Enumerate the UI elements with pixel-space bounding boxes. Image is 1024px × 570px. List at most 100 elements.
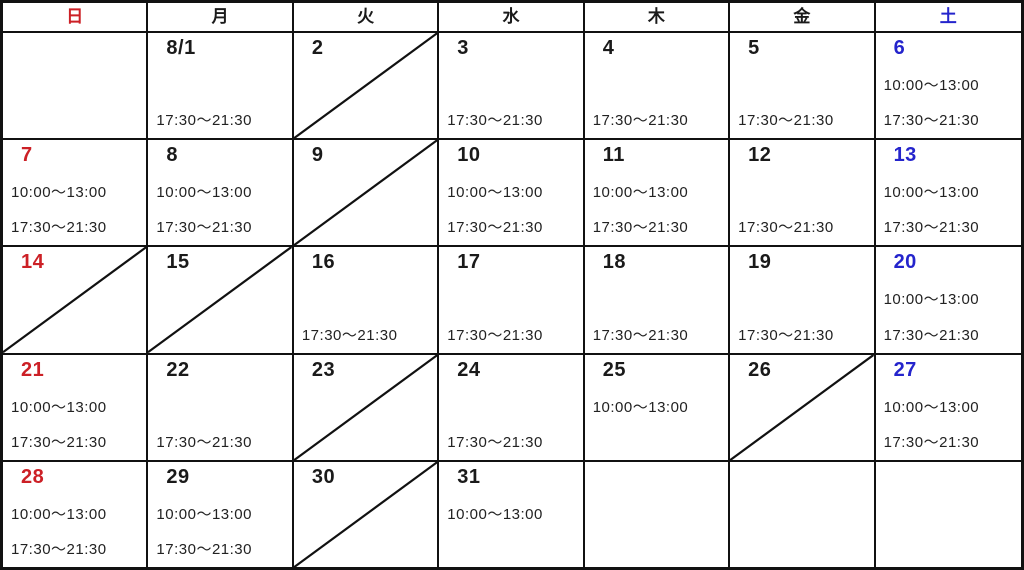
date-number: 11	[602, 144, 625, 167]
evening-hours: 17:30〜21:30	[883, 219, 980, 237]
date-number: 19	[748, 251, 772, 274]
day-cell-3: 3 17:30〜21:30	[439, 33, 585, 139]
morning-hours: 10:00〜13:00	[883, 398, 980, 416]
evening-hours: 17:30〜21:30	[11, 433, 107, 451]
date-number: 12	[748, 144, 772, 167]
day-cell-15: 15	[148, 247, 294, 353]
evening-hours: 17:30〜21:30	[883, 433, 980, 451]
day-cell-6: 6 10:00〜13:00 17:30〜21:30	[875, 33, 1021, 139]
morning-hours: 10:00〜13:00	[883, 184, 980, 202]
closed-diagonal-line	[294, 140, 437, 245]
date-number: 24	[457, 358, 481, 381]
day-cell-25: 25 10:00〜13:00	[584, 354, 731, 460]
closed-diagonal-line	[3, 247, 146, 352]
day-cell-empty	[875, 461, 1021, 568]
date-number: 22	[166, 358, 190, 381]
week-row-4: 21 10:00〜13:00 17:30〜21:30 22 17:30〜21:30 23 2…	[3, 354, 1021, 462]
day-cell-4: 4 17:30〜21:30	[584, 33, 731, 139]
date-number: 5	[748, 37, 760, 59]
date-number: 31	[457, 465, 481, 488]
evening-hours: 17:30〜21:30	[592, 219, 689, 237]
date-number: 8	[166, 144, 179, 167]
closed-diagonal-line	[294, 355, 437, 460]
day-cell-17: 17 17:30〜21:30	[439, 247, 585, 353]
evening-hours: 17:30〜21:30	[11, 219, 107, 237]
date-number: 29	[166, 465, 190, 488]
day-cell-23: 23	[293, 354, 440, 460]
evening-hours: 17:30〜21:30	[11, 541, 107, 559]
date-number: 28	[21, 465, 45, 488]
day-cell-24: 24 17:30〜21:30	[439, 354, 585, 460]
date-number: 14	[21, 251, 45, 274]
date-number: 23	[311, 358, 336, 381]
morning-hours: 10:00〜13:00	[156, 184, 252, 202]
day-cell-30: 30	[293, 461, 440, 568]
date-number: 13	[893, 144, 917, 167]
date-number: 8/1	[166, 37, 196, 59]
evening-hours: 17:30〜21:30	[883, 112, 980, 130]
morning-hours: 10:00〜13:00	[156, 505, 252, 523]
evening-hours: 17:30〜21:30	[156, 219, 252, 237]
week-row-3: 14 15 16 17:30〜21:30 17 17:30〜21:30 18 17:30〜21…	[3, 247, 1021, 355]
week-row-1: 8/1 17:30〜21:30 2 3 17:30〜21:30 4 17:30〜21:30 5…	[3, 33, 1021, 141]
day-cell-13: 13 10:00〜13:00 17:30〜21:30	[875, 140, 1021, 246]
weekday-header-sat: 土	[939, 7, 957, 26]
morning-hours: 10:00〜13:00	[447, 184, 543, 202]
date-number: 26	[748, 358, 772, 381]
closed-diagonal-line	[148, 247, 291, 352]
evening-hours: 17:30〜21:30	[447, 112, 543, 130]
evening-hours: 17:30〜21:30	[156, 541, 252, 559]
day-cell-19: 19 17:30〜21:30	[730, 247, 876, 353]
day-cell-29: 29 10:00〜13:00 17:30〜21:30	[148, 461, 294, 568]
morning-hours: 10:00〜13:00	[447, 505, 543, 523]
date-number: 27	[893, 358, 917, 381]
calendar-weeks: 8/1 17:30〜21:30 2 3 17:30〜21:30 4 17:30〜21:30 5…	[3, 33, 1021, 568]
day-cell-28: 28 10:00〜13:00 17:30〜21:30	[3, 461, 149, 568]
morning-hours: 10:00〜13:00	[11, 184, 107, 202]
day-cell-21: 21 10:00〜13:00 17:30〜21:30	[3, 354, 149, 460]
evening-hours: 17:30〜21:30	[447, 219, 543, 237]
evening-hours: 17:30〜21:30	[883, 326, 980, 344]
evening-hours: 17:30〜21:30	[301, 326, 398, 344]
day-cell-8-1: 8/1 17:30〜21:30	[148, 33, 294, 139]
day-cell-26: 26	[730, 354, 876, 460]
day-cell-8: 8 10:00〜13:00 17:30〜21:30	[148, 140, 294, 246]
closed-diagonal-line	[294, 462, 437, 567]
day-cell-2: 2	[293, 33, 440, 139]
date-number: 9	[311, 144, 324, 167]
date-number: 20	[893, 251, 917, 274]
date-number: 15	[166, 251, 190, 274]
day-cell-20: 20 10:00〜13:00 17:30〜21:30	[875, 247, 1021, 353]
evening-hours: 17:30〜21:30	[592, 112, 689, 130]
date-number: 3	[457, 37, 469, 59]
weekday-header-fri: 金	[730, 3, 876, 31]
morning-hours: 10:00〜13:00	[11, 505, 107, 523]
morning-hours: 10:00〜13:00	[883, 77, 980, 94]
day-cell-empty	[3, 33, 149, 139]
morning-hours: 10:00〜13:00	[11, 398, 107, 416]
evening-hours: 17:30〜21:30	[156, 433, 252, 451]
day-cell-empty	[730, 461, 876, 568]
day-cell-5: 5 17:30〜21:30	[730, 33, 876, 139]
date-number: 4	[602, 37, 615, 59]
date-number: 21	[21, 358, 45, 381]
day-cell-9: 9	[293, 140, 440, 246]
date-number: 2	[311, 37, 324, 59]
date-number: 6	[893, 37, 906, 59]
day-cell-12: 12 17:30〜21:30	[730, 140, 876, 246]
closed-diagonal-line	[730, 355, 873, 460]
date-number: 10	[457, 144, 481, 167]
evening-hours: 17:30〜21:30	[447, 326, 543, 344]
date-number: 18	[602, 251, 626, 274]
day-cell-10: 10 10:00〜13:00 17:30〜21:30	[439, 140, 585, 246]
weekday-header-row: 日月火水木金 土	[3, 3, 1021, 33]
day-cell-14: 14	[3, 247, 149, 353]
evening-hours: 17:30〜21:30	[592, 326, 689, 344]
day-cell-7: 7 10:00〜13:00 17:30〜21:30	[3, 140, 149, 246]
date-number: 16	[311, 251, 336, 274]
day-cell-31: 31 10:00〜13:00	[439, 461, 585, 568]
evening-hours: 17:30〜21:30	[738, 112, 834, 130]
day-cell-empty	[584, 461, 731, 568]
day-cell-16: 16 17:30〜21:30	[293, 247, 440, 353]
